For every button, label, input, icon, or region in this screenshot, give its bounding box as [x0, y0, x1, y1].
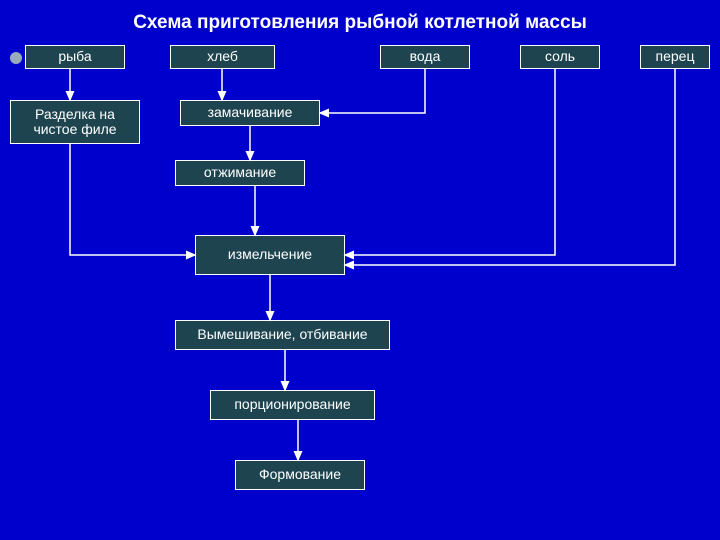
diagram-title: Схема приготовления рыбной котлетной мас…	[0, 12, 720, 34]
node-grind: измельчение	[195, 235, 345, 275]
bullet-marker	[10, 52, 22, 64]
arrow-7	[345, 69, 675, 265]
node-pepper: перец	[640, 45, 710, 69]
node-salt: соль	[520, 45, 600, 69]
arrow-6	[345, 69, 555, 255]
node-fish: рыба	[25, 45, 125, 69]
node-squeeze: отжимание	[175, 160, 305, 186]
node-portion: порционирование	[210, 390, 375, 420]
node-form: Формование	[235, 460, 365, 490]
node-fillet: Разделка начистое филе	[10, 100, 140, 144]
node-mix: Вымешивание, отбивание	[175, 320, 390, 350]
arrows-layer	[0, 0, 720, 540]
node-bread: хлеб	[170, 45, 275, 69]
arrow-2	[320, 69, 425, 113]
node-water: вода	[380, 45, 470, 69]
node-soak: замачивание	[180, 100, 320, 126]
